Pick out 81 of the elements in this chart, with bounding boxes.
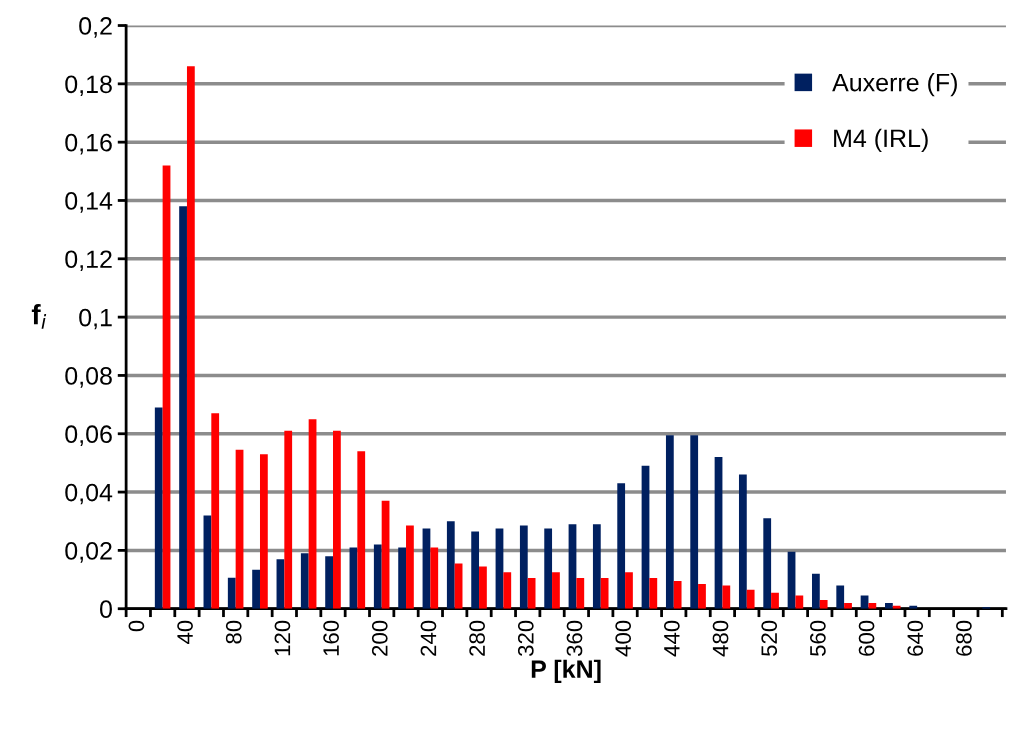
bar <box>357 451 366 609</box>
y-tick-label: 0 <box>100 600 112 619</box>
x-tick-label: 440 <box>663 620 680 657</box>
x-axis-title: P [kN] <box>531 659 601 683</box>
x-tick-label: 400 <box>615 620 632 657</box>
bar <box>211 413 220 609</box>
legend-label: Auxerre (F) <box>832 73 957 97</box>
bar <box>227 577 236 609</box>
bar <box>592 524 601 609</box>
y-tick-label: 0,16 <box>65 133 112 155</box>
x-tick-label: 560 <box>810 620 826 657</box>
x-tick-label: 280 <box>469 620 485 656</box>
y-tick-label: 0,04 <box>65 483 113 505</box>
bar <box>665 435 674 609</box>
x-tick-label: 640 <box>907 620 924 656</box>
bar <box>398 547 407 609</box>
bar <box>503 572 512 609</box>
bar <box>471 531 480 609</box>
bar <box>300 553 309 609</box>
x-tick-label: 320 <box>517 620 534 657</box>
bar <box>576 578 585 609</box>
y-tick-label: 0,02 <box>65 542 112 563</box>
bar <box>252 569 260 609</box>
bar <box>600 578 609 609</box>
x-tick-label: 480 <box>712 620 729 657</box>
bar <box>373 544 382 609</box>
bar <box>406 525 414 609</box>
bar <box>349 547 358 609</box>
bar <box>186 66 195 609</box>
bar <box>746 589 755 609</box>
bar <box>690 435 699 609</box>
bar <box>479 566 487 609</box>
y-tick-label: 0,12 <box>65 250 112 272</box>
bar <box>795 595 804 609</box>
bar <box>698 583 706 609</box>
bar <box>519 525 528 609</box>
y-tick-label: 0,08 <box>65 367 112 388</box>
x-tick-label: 160 <box>323 620 339 656</box>
bar <box>154 407 163 609</box>
x-tick-label: 680 <box>956 620 972 656</box>
x-tick-label: 600 <box>858 620 875 656</box>
bar <box>259 454 268 609</box>
bar <box>446 521 455 609</box>
bar <box>836 585 845 609</box>
bar <box>430 547 439 609</box>
bar <box>617 483 626 609</box>
legend-label: M4 (IRL) <box>834 128 928 153</box>
bar <box>325 556 333 609</box>
bar <box>771 592 779 609</box>
bar <box>552 572 560 609</box>
x-tick-label: 240 <box>420 620 437 656</box>
x-tick-label: 80 <box>225 620 242 644</box>
bar <box>162 165 171 609</box>
bar <box>673 581 682 609</box>
x-tick-label: 520 <box>761 620 778 657</box>
bar <box>284 430 293 609</box>
x-tick-label: 0 <box>128 620 145 632</box>
bar <box>722 585 731 609</box>
bar <box>714 457 723 609</box>
bar <box>544 528 553 609</box>
bar <box>811 573 820 609</box>
y-tick-label: 0,18 <box>65 75 112 97</box>
x-tick-label: 120 <box>274 620 291 656</box>
x-tick-label: 360 <box>566 620 583 657</box>
y-axis-title: f$_{i}$ <box>31 304 47 329</box>
bar <box>625 572 633 609</box>
y-tick-label: 0,2 <box>79 17 112 38</box>
bar <box>179 206 187 609</box>
y-tick-label: 0,06 <box>65 425 112 447</box>
y-tick-label: 0,14 <box>65 192 113 213</box>
bar <box>649 578 658 609</box>
x-tick-label: 200 <box>371 620 388 656</box>
bar <box>738 474 747 609</box>
bar <box>333 430 341 609</box>
bar <box>308 419 317 609</box>
bar <box>763 518 772 609</box>
bar <box>527 578 536 609</box>
bar <box>819 599 828 609</box>
y-tick-label: 0,1 <box>79 308 112 330</box>
bar <box>203 515 212 609</box>
x-tick-label: 40 <box>177 620 193 645</box>
